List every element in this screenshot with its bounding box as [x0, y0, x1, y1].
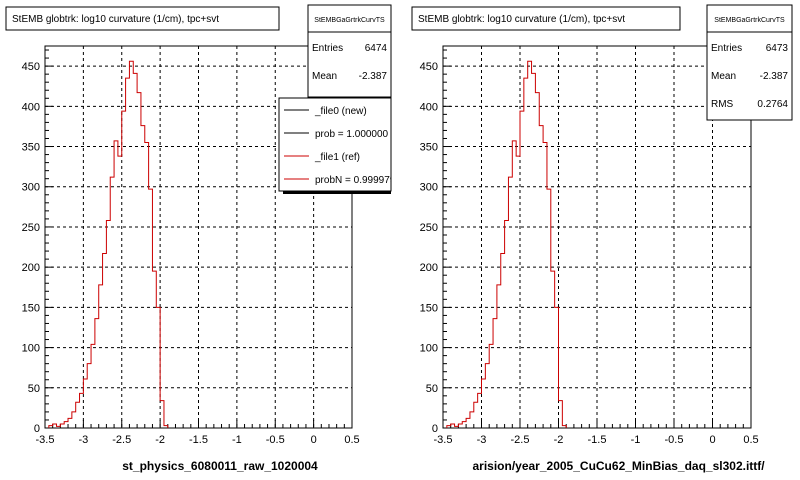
stats-label: Entries — [711, 43, 742, 54]
legend-label: _file0 (new) — [314, 106, 367, 117]
title-box — [411, 6, 681, 31]
y-tick-label: 0 — [34, 423, 40, 435]
x-tick-label: -3.5 — [434, 434, 453, 446]
y-tick-label: 250 — [22, 222, 40, 234]
y-tick-label: 50 — [426, 383, 438, 395]
stats-name: StEMBGaGrtrkCurvTS — [314, 17, 385, 24]
stats-value: 0.2764 — [757, 99, 788, 110]
y-tick-label: 100 — [22, 343, 40, 355]
chart-title: StEMB globtrk: log10 curvature (1/cm), t… — [418, 14, 625, 25]
legend-entries: _file0 (new) prob = 1.000000 _file1 (ref) p… — [284, 106, 396, 186]
legend-label: prob = 1.000000 — [315, 129, 389, 140]
y-tick-label: 200 — [420, 262, 438, 274]
x-tick-label: -3.5 — [36, 434, 55, 446]
x-tick-label: 0 — [709, 434, 715, 446]
x-tick-label: 0.5 — [743, 434, 758, 446]
chart-title: StEMB globtrk: log10 curvature (1/cm), t… — [12, 14, 219, 25]
x-tick-label: -2 — [155, 434, 165, 446]
y-tick-label: 350 — [22, 142, 40, 154]
chart-panel-1: -3.5 -3 -2.5 -2 -1.5 -1 -0.5 0 0.5 0 50 100 150 200 25… — [5, 4, 396, 473]
legend-shadow — [283, 190, 391, 194]
y-tick-label: 200 — [22, 262, 40, 274]
x-tick-label: 0.5 — [344, 434, 359, 446]
y-tick-label: 100 — [420, 343, 438, 355]
x-tick-label: -3 — [477, 434, 487, 446]
stats-box: StEMBGaGrtrkCurvTS Entries 6473 Mean -2.387 R… — [706, 4, 793, 121]
stats-name: StEMBGaGrtrkCurvTS — [714, 17, 785, 24]
chart-panel-2: -3.5 -3 -2.5 -2 -1.5 -1 -0.5 0 0.5 0 50 100 150 200 25… — [411, 4, 793, 473]
histogram-series — [446, 60, 567, 428]
x-tick-label: -1 — [232, 434, 242, 446]
stats-value: -2.387 — [359, 71, 388, 82]
x-tick-label: -2.5 — [112, 434, 131, 446]
stats-box: StEMBGaGrtrkCurvTS Entries 6474 Mean -2.387 — [307, 4, 392, 98]
stats-label: Entries — [312, 43, 343, 54]
x-tick-label: -1 — [631, 434, 641, 446]
y-tick-label: 50 — [28, 383, 40, 395]
stats-value: -2.387 — [760, 71, 789, 82]
x-tick-label: -0.5 — [665, 434, 684, 446]
x-tick-label: 0 — [311, 434, 317, 446]
legend-frame — [278, 97, 392, 192]
y-tick-label: 350 — [420, 142, 438, 154]
y-tick-label: 450 — [420, 61, 438, 73]
stats-label: RMS — [711, 99, 734, 110]
y-tick-label: 400 — [420, 101, 438, 113]
stats-value: 6473 — [766, 43, 789, 54]
y-tick-label: 450 — [22, 61, 40, 73]
x-axis-label: arision/year_2005_CuCu62_MinBias_daq_sl3… — [472, 459, 765, 473]
y-tick-label: 250 — [420, 222, 438, 234]
legend: _file0 (new) prob = 1.000000 _file1 (ref) p… — [278, 97, 396, 194]
x-tick-label: -2 — [554, 434, 564, 446]
histogram-series — [48, 60, 169, 428]
legend-label: probN = 0.999979 — [315, 175, 396, 186]
stats-label: Mean — [312, 71, 337, 82]
stats-frame — [307, 4, 392, 98]
stats-frame — [706, 4, 793, 121]
y-tick-label: 300 — [22, 182, 40, 194]
y-tick-label: 400 — [22, 101, 40, 113]
x-tick-label: -1.5 — [588, 434, 607, 446]
y-tick-label: 300 — [420, 182, 438, 194]
x-axis-label: st_physics_6080011_raw_1020004 — [122, 459, 318, 473]
y-tick-label: 0 — [432, 423, 438, 435]
x-tick-label: -3 — [78, 434, 88, 446]
x-tick-label: -2.5 — [511, 434, 530, 446]
title-box — [5, 6, 280, 31]
x-tick-label: -0.5 — [266, 434, 285, 446]
stats-value: 6474 — [365, 43, 388, 54]
legend-label: _file1 (ref) — [314, 152, 360, 163]
y-tick-label: 150 — [22, 302, 40, 314]
stats-label: Mean — [711, 71, 736, 82]
x-tick-label: -1.5 — [189, 434, 208, 446]
y-tick-label: 150 — [420, 302, 438, 314]
